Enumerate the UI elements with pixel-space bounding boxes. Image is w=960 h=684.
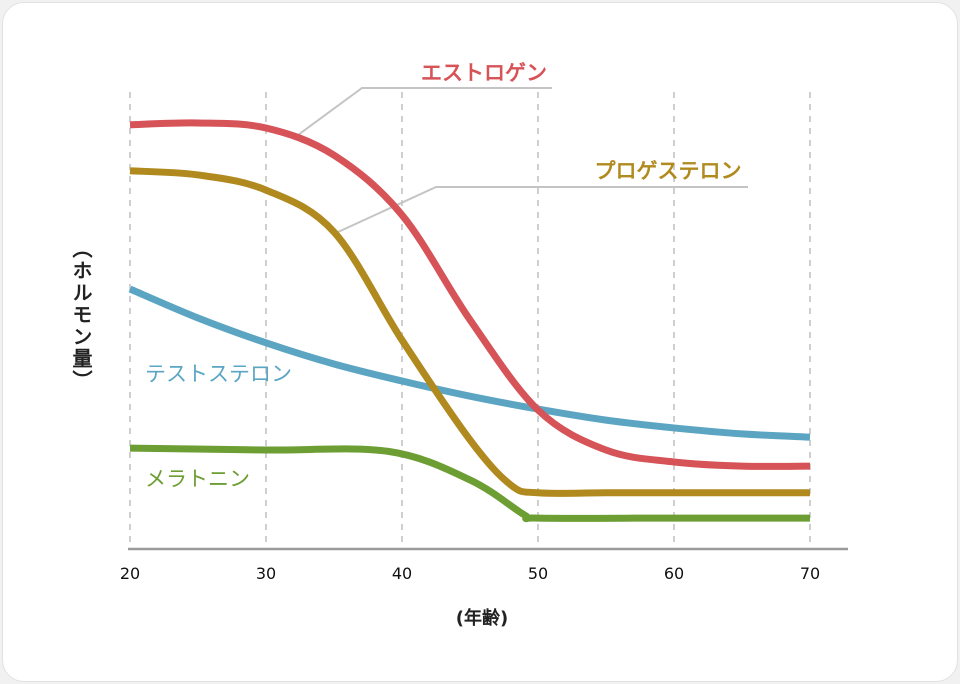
x-axis-label: (年齢) (456, 607, 508, 629)
y-axis-label: （ホルモン量） (69, 238, 93, 392)
series-line-melatonin (129, 444, 810, 523)
series-label-melatonin: メラトニン (145, 467, 250, 491)
leader-line-progesterone (337, 186, 748, 233)
x-tick-label: 40 (392, 564, 412, 583)
series-label-progesterone: プロゲステロン (595, 159, 742, 183)
leader-line-estrogen (297, 87, 552, 136)
x-tick-label: 20 (120, 564, 140, 583)
x-tick-label: 60 (664, 564, 684, 583)
x-tick-label: 30 (256, 564, 276, 583)
series-line-estrogen (129, 119, 811, 470)
series-label-estrogen: エストロゲン (421, 61, 547, 85)
series-line-progesterone (129, 167, 810, 497)
x-tick-label: 70 (800, 564, 820, 583)
series-line-testosterone (128, 285, 811, 441)
x-tick-label: 50 (528, 564, 548, 583)
series-label-testosterone: テストステロン (145, 362, 292, 386)
